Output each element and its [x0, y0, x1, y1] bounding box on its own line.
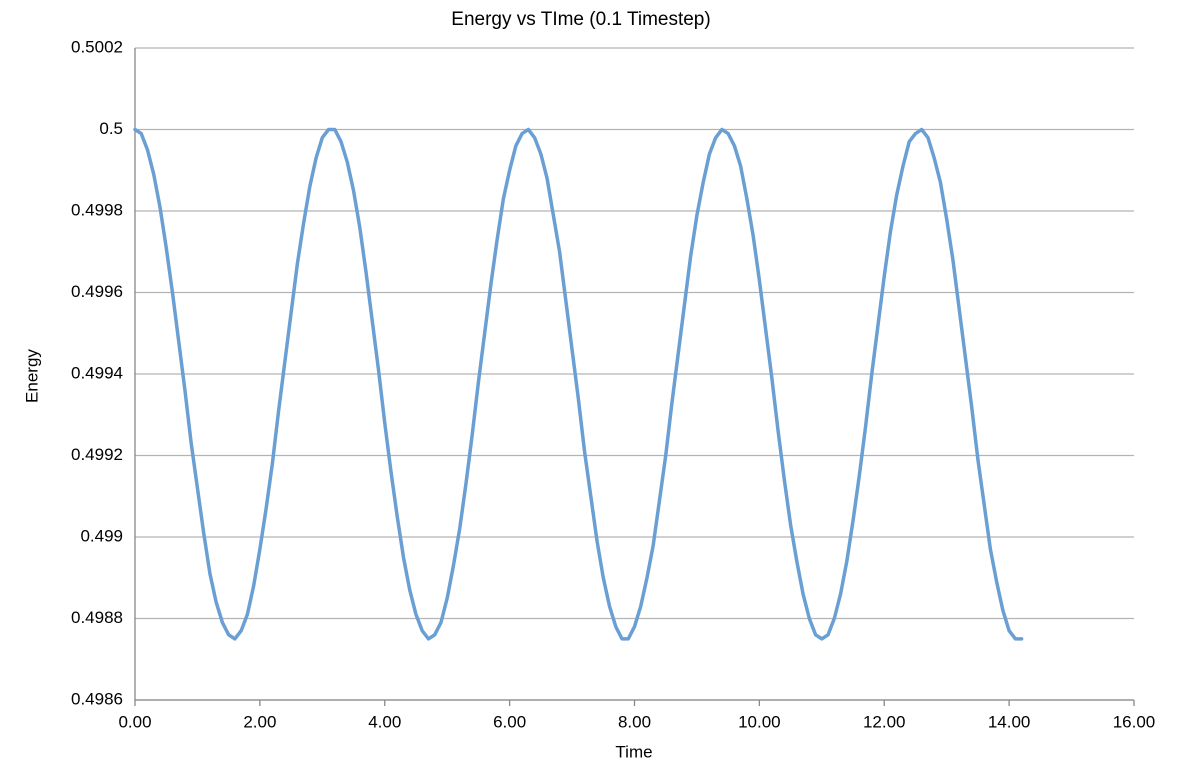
- x-tick-label: 6.00: [493, 712, 526, 731]
- x-axis-label: Time: [615, 742, 652, 761]
- x-tick-label: 10.00: [738, 712, 781, 731]
- y-axis-label: Energy: [22, 349, 41, 403]
- y-tick-label: 0.499: [80, 526, 123, 545]
- y-tick-label: 0.4992: [71, 445, 123, 464]
- x-tick-label: 0.00: [118, 712, 151, 731]
- x-tick-label: 2.00: [243, 712, 276, 731]
- y-tick-label: 0.5002: [71, 37, 123, 56]
- chart-title: Energy vs TIme (0.1 Timestep): [451, 9, 710, 30]
- x-tick-label: 16.00: [1113, 712, 1156, 731]
- y-tick-label: 0.4996: [71, 282, 123, 301]
- y-tick-label: 0.4998: [71, 200, 123, 219]
- y-tick-label: 0.4988: [71, 608, 123, 627]
- y-tick-label: 0.4986: [71, 689, 123, 708]
- data-line: [133, 127, 1024, 641]
- y-tick-label: 0.4994: [71, 363, 123, 382]
- x-tick-label: 4.00: [368, 712, 401, 731]
- x-tick-label: 14.00: [988, 712, 1031, 731]
- x-tick-label: 12.00: [863, 712, 906, 731]
- y-tick-label: 0.5: [99, 119, 123, 138]
- x-tick-label: 8.00: [618, 712, 651, 731]
